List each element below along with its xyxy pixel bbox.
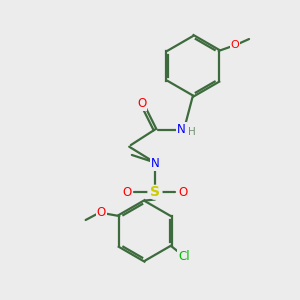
Text: N: N [177, 123, 186, 136]
Text: O: O [178, 186, 188, 199]
Text: O: O [231, 40, 240, 50]
Text: O: O [137, 97, 146, 110]
Text: S: S [150, 185, 160, 199]
Text: O: O [122, 186, 131, 199]
Circle shape [148, 185, 162, 199]
Text: Cl: Cl [178, 250, 190, 263]
Text: N: N [151, 158, 159, 170]
Text: O: O [97, 206, 106, 219]
Text: H: H [188, 127, 196, 137]
